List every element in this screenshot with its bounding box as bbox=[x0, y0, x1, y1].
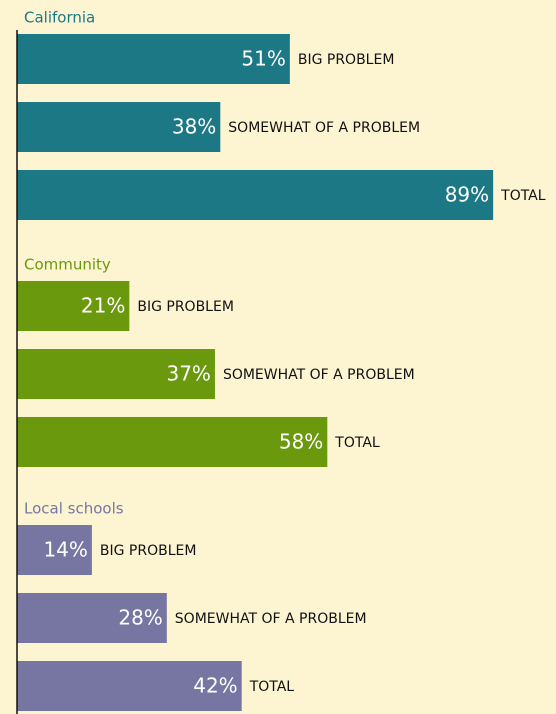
bar bbox=[17, 34, 290, 84]
category-label: SOMEWHAT OF A PROBLEM bbox=[223, 367, 415, 383]
value-label: 42% bbox=[193, 674, 237, 698]
bar bbox=[17, 661, 242, 711]
group-title: California bbox=[24, 9, 95, 27]
group-title: Local schools bbox=[24, 500, 124, 518]
value-label: 58% bbox=[279, 430, 323, 454]
bar bbox=[17, 417, 328, 467]
bar bbox=[17, 593, 167, 643]
value-label: 28% bbox=[118, 606, 162, 630]
value-label: 21% bbox=[81, 294, 125, 318]
category-label: BIG PROBLEM bbox=[137, 299, 234, 315]
bar bbox=[17, 281, 130, 331]
bar bbox=[17, 102, 221, 152]
value-label: 14% bbox=[43, 538, 87, 562]
category-label: SOMEWHAT OF A PROBLEM bbox=[175, 611, 367, 627]
value-label: 37% bbox=[166, 362, 210, 386]
category-label: BIG PROBLEM bbox=[298, 52, 395, 68]
category-label: BIG PROBLEM bbox=[100, 543, 197, 559]
value-label: 89% bbox=[445, 183, 489, 207]
group-title: Community bbox=[24, 256, 111, 274]
bar bbox=[17, 349, 215, 399]
value-label: 51% bbox=[241, 47, 285, 71]
category-label: SOMEWHAT OF A PROBLEM bbox=[228, 120, 420, 136]
category-label: TOTAL bbox=[334, 435, 380, 451]
category-label: TOTAL bbox=[249, 679, 295, 695]
bar bbox=[17, 525, 92, 575]
bar bbox=[17, 170, 494, 220]
category-label: TOTAL bbox=[500, 188, 546, 204]
value-label: 38% bbox=[172, 115, 216, 139]
